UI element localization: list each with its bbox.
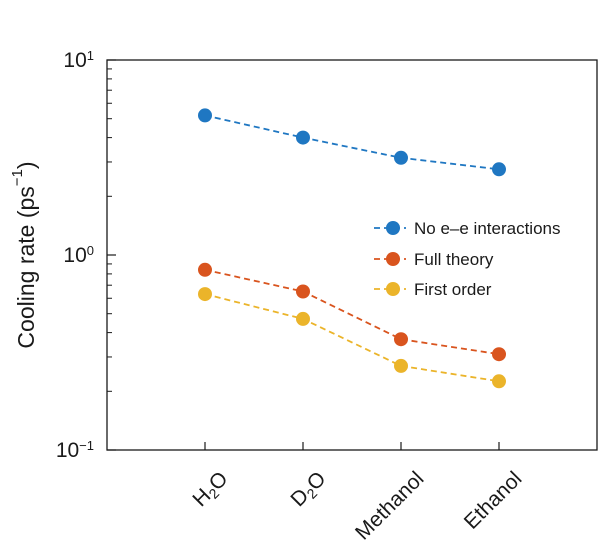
data-point	[492, 374, 506, 389]
y-tick-exp: 1	[87, 48, 94, 63]
series-0	[198, 108, 506, 177]
y-tick-base: 10	[56, 439, 79, 462]
y-axis-label: Cooling rate (ps−1)	[9, 161, 39, 348]
data-point	[296, 311, 310, 326]
data-point	[296, 130, 310, 145]
legend-marker	[386, 252, 400, 266]
legend-item: First order	[374, 280, 492, 299]
x-tick-label: Methanol	[351, 467, 428, 544]
series-line	[204, 114, 500, 171]
x-tick-label: Ethanol	[460, 467, 527, 534]
series-line	[204, 268, 500, 356]
y-axis-label-exp: −1	[9, 169, 26, 186]
data-point	[492, 347, 506, 362]
legend: No e–e interactions Full theory First orde…	[374, 219, 560, 299]
series-line	[204, 293, 500, 383]
data-point	[296, 284, 310, 299]
y-axis-label-close: )	[13, 161, 39, 169]
y-tick-label: 10−1	[56, 438, 94, 463]
y-tick-label: 101	[63, 48, 94, 73]
series-group	[198, 108, 506, 389]
y-axis-label-text: Cooling rate (ps	[13, 186, 39, 348]
y-tick-exp: 0	[87, 243, 94, 258]
x-tick-label-base: Methanol	[351, 467, 428, 544]
legend-marker	[386, 221, 400, 235]
y-tick-base: 10	[63, 244, 86, 267]
series-2	[198, 287, 506, 389]
legend-label: First order	[414, 280, 492, 299]
legend-label: Full theory	[414, 250, 494, 269]
x-tick-label-base: Ethanol	[460, 467, 527, 534]
legend-item: No e–e interactions	[374, 219, 560, 238]
x-tick-label: H2O	[189, 467, 234, 512]
x-axis: H2O D2O Methanol Ethanol	[189, 442, 527, 545]
data-point	[394, 358, 408, 373]
data-point	[394, 332, 408, 347]
data-point	[492, 162, 506, 177]
y-tick-base: 10	[63, 49, 86, 72]
data-point	[198, 262, 212, 277]
series-1	[198, 262, 506, 362]
x-tick-label: D2O	[287, 467, 332, 512]
plot-frame	[106, 59, 598, 451]
legend-item: Full theory	[374, 250, 494, 269]
legend-label: No e–e interactions	[414, 219, 560, 238]
y-tick-label: 100	[63, 243, 94, 268]
data-point	[394, 150, 408, 165]
y-tick-exp: −1	[79, 438, 94, 453]
data-point	[198, 287, 212, 302]
legend-marker	[386, 282, 400, 296]
data-point	[198, 108, 212, 123]
